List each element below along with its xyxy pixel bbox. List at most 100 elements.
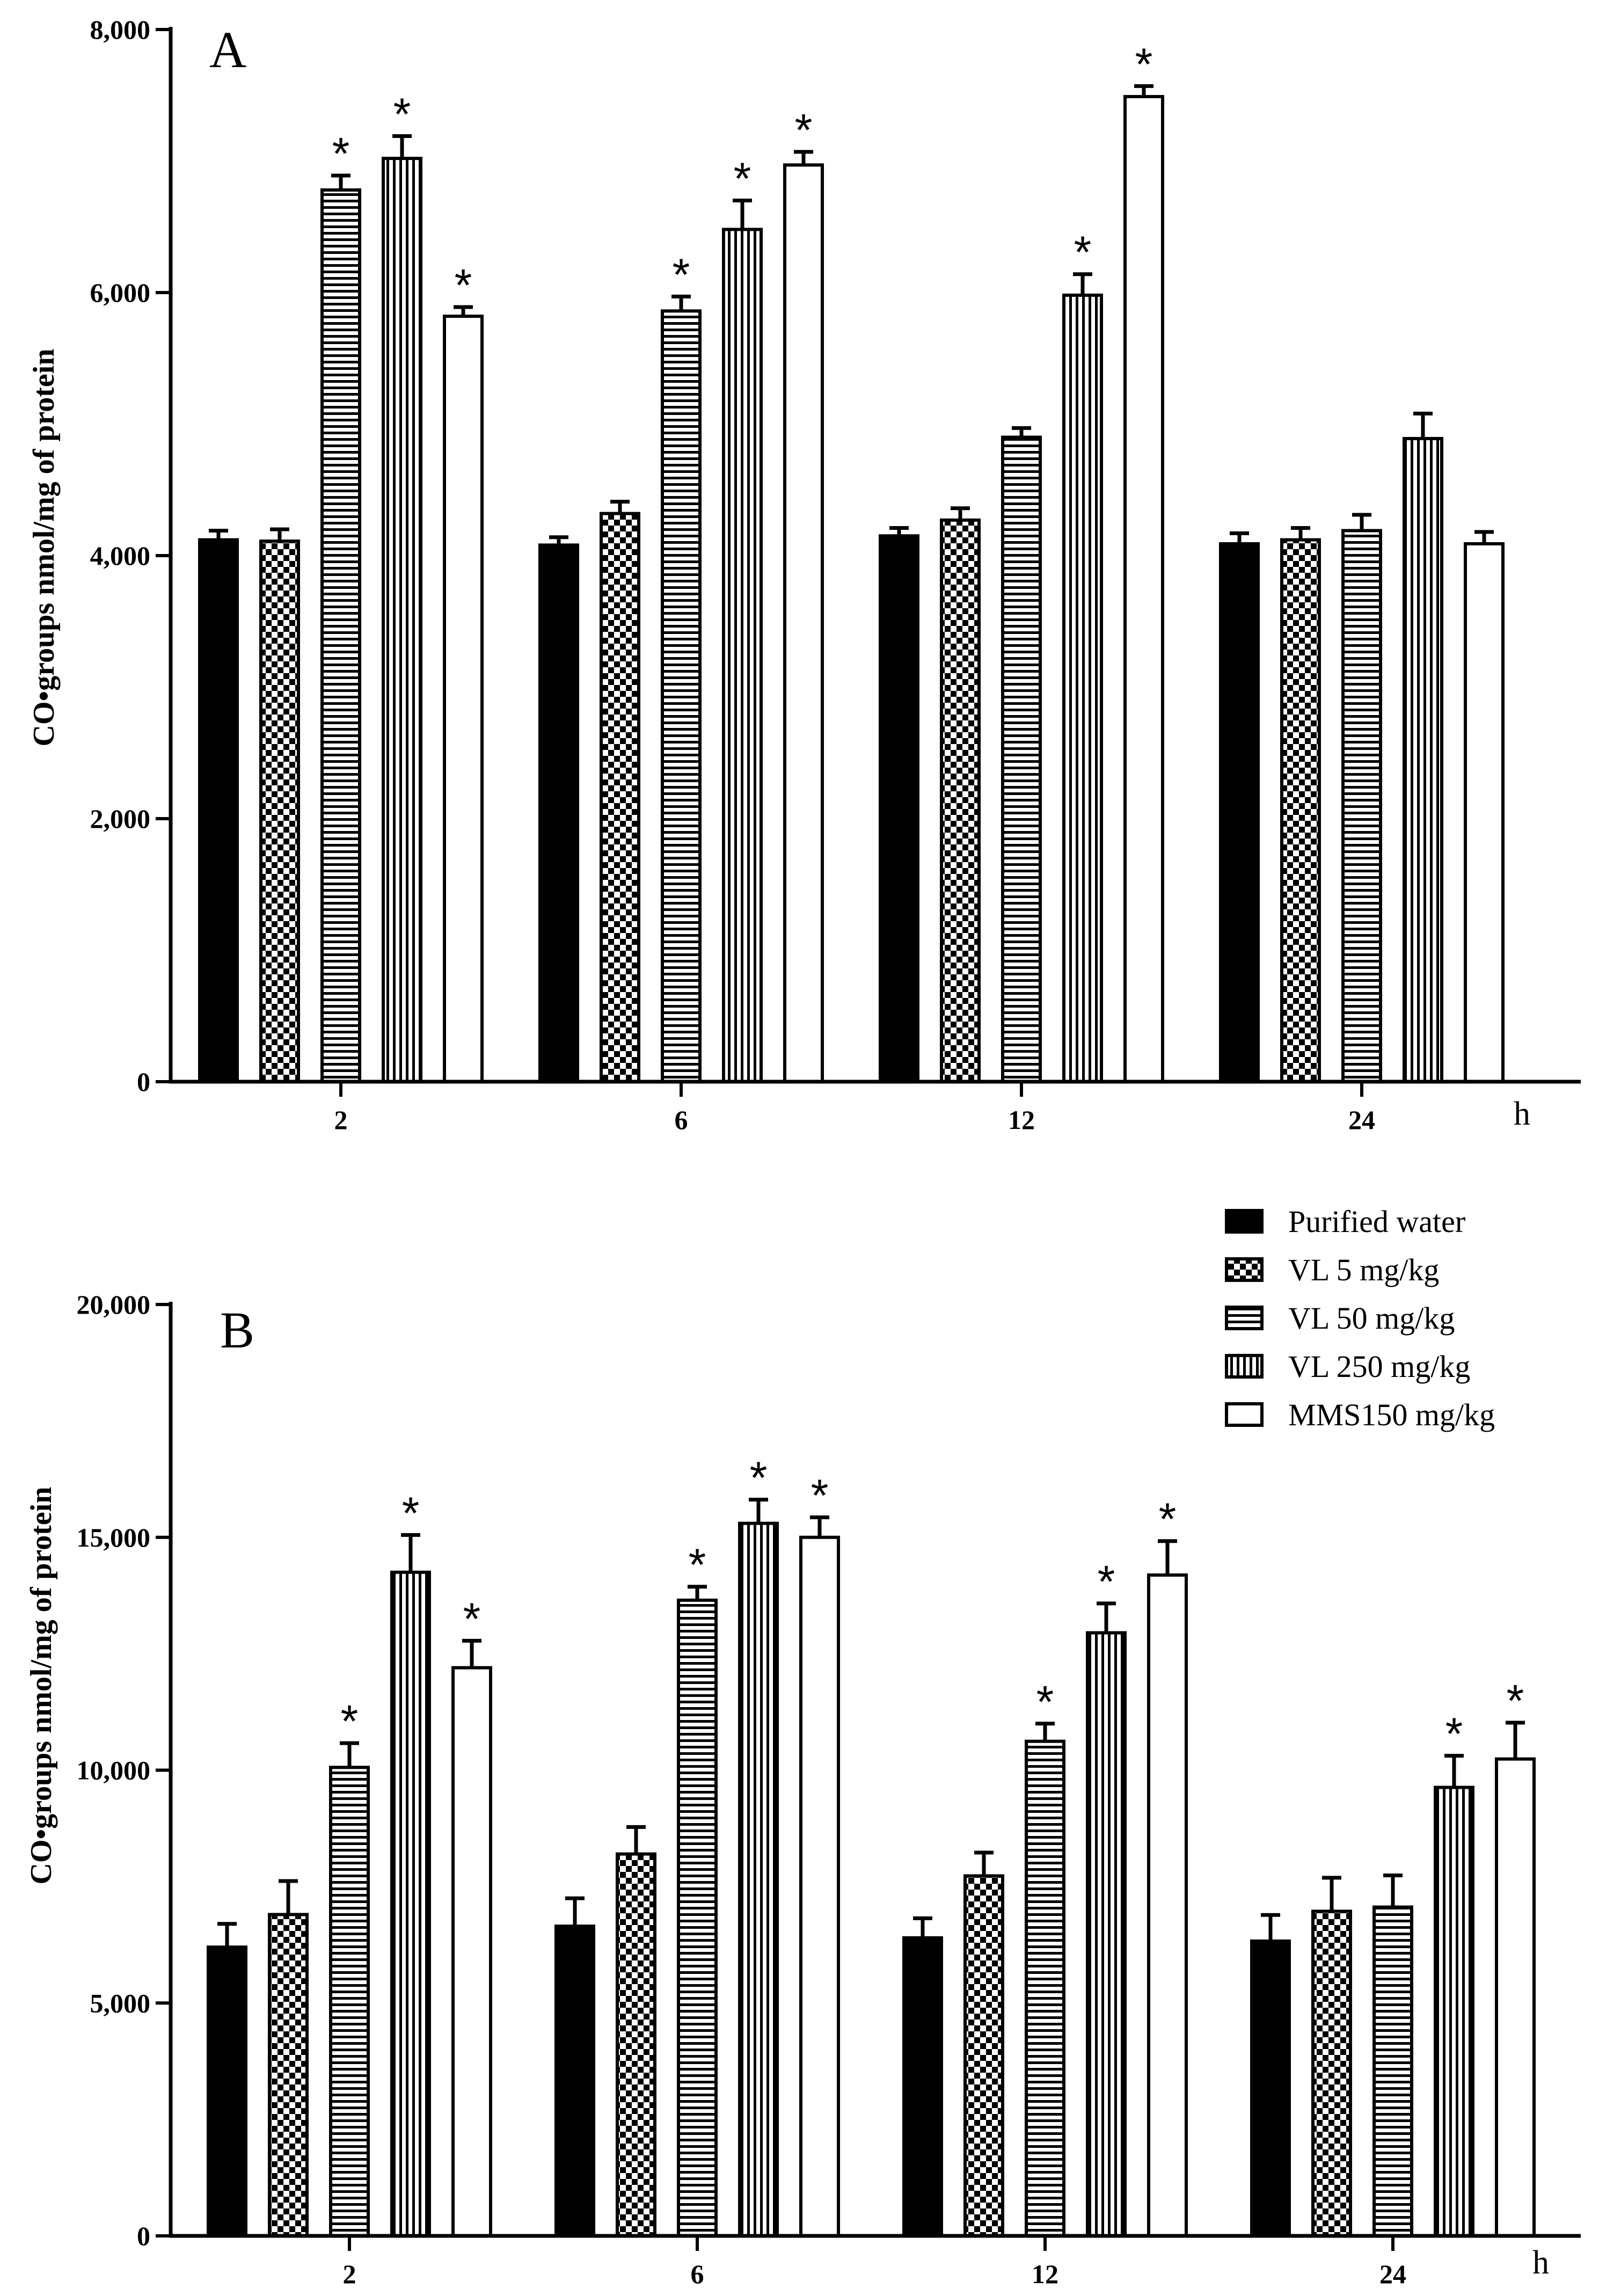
y-tick-label: 6,000	[90, 278, 151, 308]
legend: Purified water VL 5 mg/kg VL 50 mg/kg VL 25…	[1225, 1204, 1495, 1432]
y-axis-title-b: CO•groups nmol/mg of protein	[25, 1487, 58, 1885]
bars-a	[198, 94, 1505, 1084]
significance-star: *	[750, 1452, 768, 1503]
x-tick-label: 6	[675, 1105, 688, 1135]
legend-swatch	[1225, 1354, 1264, 1379]
y-tick-label: 10,000	[77, 1755, 151, 1785]
legend-label: VL 5 mg/kg	[1288, 1252, 1439, 1287]
bar-b-24h-s0	[1250, 1939, 1291, 2238]
significance-star: *	[811, 1470, 829, 1520]
axes-b: 0 5,000 10,000 15,000 20,000 2 6 12 24	[77, 1289, 1581, 2289]
legend-swatch	[1225, 1306, 1264, 1330]
bar-b-24h-s1	[1311, 1909, 1352, 2238]
bar-a-24h-s3	[1403, 436, 1443, 1084]
legend-swatch	[1225, 1402, 1264, 1427]
y-tick-label: 0	[137, 1067, 150, 1097]
bar-a-6h-s4	[783, 163, 824, 1084]
bar-a-6h-s3	[722, 228, 763, 1083]
bar-b-12h-s3	[1086, 1631, 1127, 2237]
bar-b-12h-s0	[902, 1936, 943, 2238]
significance-star: *	[402, 1488, 420, 1538]
bar-b-6h-s4	[799, 1535, 840, 2237]
bars-b	[207, 1521, 1536, 2238]
significance-star: *	[795, 105, 813, 155]
significance-star: *	[1098, 1556, 1115, 1607]
error-bars-a	[209, 84, 1494, 545]
x-tick-label: 2	[334, 1105, 348, 1135]
bar-a-12h-s0	[879, 534, 919, 1083]
y-tick-label: 8,000	[90, 14, 151, 45]
bar-b-2h-s3	[390, 1570, 431, 2237]
significance-star: *	[455, 260, 472, 310]
x-tick-label: 24	[1379, 2259, 1406, 2289]
significance-star: *	[1159, 1494, 1177, 1544]
bar-a-6h-s1	[600, 512, 640, 1083]
y-axis-title-a: CO•groups nmol/mg of protein	[27, 349, 61, 747]
bar-a-2h-s1	[259, 540, 300, 1083]
legend-label: MMS150 mg/kg	[1288, 1397, 1495, 1432]
legend-label: VL 50 mg/kg	[1288, 1301, 1455, 1336]
bar-a-12h-s3	[1062, 293, 1103, 1083]
bar-b-2h-s1	[268, 1913, 309, 2238]
y-tick-label: 20,000	[77, 1289, 151, 1320]
panel-label-b: B	[220, 1301, 254, 1359]
significance-star: *	[332, 128, 350, 179]
bar-b-12h-s1	[963, 1874, 1004, 2238]
bar-a-2h-s0	[198, 538, 239, 1083]
y-tick-label: 2,000	[90, 804, 151, 834]
x-tick-label: 12	[1008, 1105, 1035, 1135]
bar-a-24h-s1	[1280, 538, 1321, 1083]
bar-a-12h-s1	[940, 518, 981, 1083]
bar-b-2h-s2	[329, 1766, 370, 2237]
x-tick-label: 12	[1032, 2259, 1058, 2289]
bar-a-2h-s2	[320, 188, 361, 1083]
y-tick-label: 5,000	[90, 1988, 151, 2018]
legend-swatch	[1225, 1257, 1264, 1282]
significance-star: *	[463, 1593, 481, 1644]
bar-a-24h-s4	[1464, 542, 1505, 1083]
axes-a: 0 2,000 4,000 6,000 8,000 2 6 12 24	[90, 14, 1581, 1135]
legend-swatch	[1225, 1209, 1264, 1234]
bar-b-2h-s4	[451, 1666, 492, 2237]
legend-label: VL 250 mg/kg	[1288, 1349, 1470, 1384]
significance-marks-a: * * * * * * * *	[332, 39, 1153, 310]
significance-star: *	[1445, 1709, 1463, 1759]
x-tick-label: 6	[691, 2259, 704, 2289]
significance-star: *	[1507, 1675, 1524, 1726]
bar-a-6h-s0	[538, 543, 579, 1083]
significance-marks-b: * * * * * * * * * * *	[341, 1452, 1524, 1759]
significance-star: *	[734, 154, 751, 204]
bar-a-6h-s2	[661, 309, 702, 1083]
bar-b-6h-s0	[554, 1925, 595, 2238]
bar-a-12h-s4	[1123, 94, 1164, 1084]
panel-label-a: A	[209, 21, 246, 78]
bar-a-2h-s3	[382, 157, 422, 1084]
bar-b-24h-s3	[1434, 1785, 1474, 2237]
bar-b-6h-s3	[738, 1521, 779, 2238]
chart-panel-b: * * * * * * * * * * * 0 5,000 10,000 15,000 20,000 2 6 12…	[25, 1289, 1581, 2289]
x-unit-label-a: h	[1514, 1096, 1530, 1132]
x-unit-label-b: h	[1532, 2244, 1549, 2281]
significance-star: *	[1036, 1677, 1054, 1727]
significance-star: *	[689, 1540, 706, 1590]
bar-a-2h-s4	[443, 315, 484, 1083]
bar-b-12h-s4	[1147, 1573, 1188, 2238]
significance-star: *	[673, 249, 690, 300]
significance-star: *	[1074, 227, 1092, 278]
bar-b-24h-s2	[1372, 1905, 1413, 2237]
significance-star: *	[341, 1696, 359, 1746]
bar-b-24h-s4	[1495, 1757, 1536, 2237]
significance-star: *	[1135, 39, 1153, 89]
bar-b-6h-s1	[616, 1852, 656, 2237]
x-tick-label: 24	[1348, 1105, 1375, 1135]
y-tick-label: 0	[137, 2221, 150, 2251]
bar-a-24h-s0	[1219, 542, 1260, 1083]
bar-a-24h-s2	[1341, 529, 1382, 1084]
error-bars-b	[217, 1497, 1525, 1948]
bar-a-12h-s2	[1001, 435, 1042, 1083]
y-tick-label: 4,000	[90, 541, 151, 571]
x-tick-label: 2	[343, 2259, 356, 2289]
significance-star: *	[393, 89, 411, 139]
y-tick-label: 15,000	[77, 1522, 151, 1552]
